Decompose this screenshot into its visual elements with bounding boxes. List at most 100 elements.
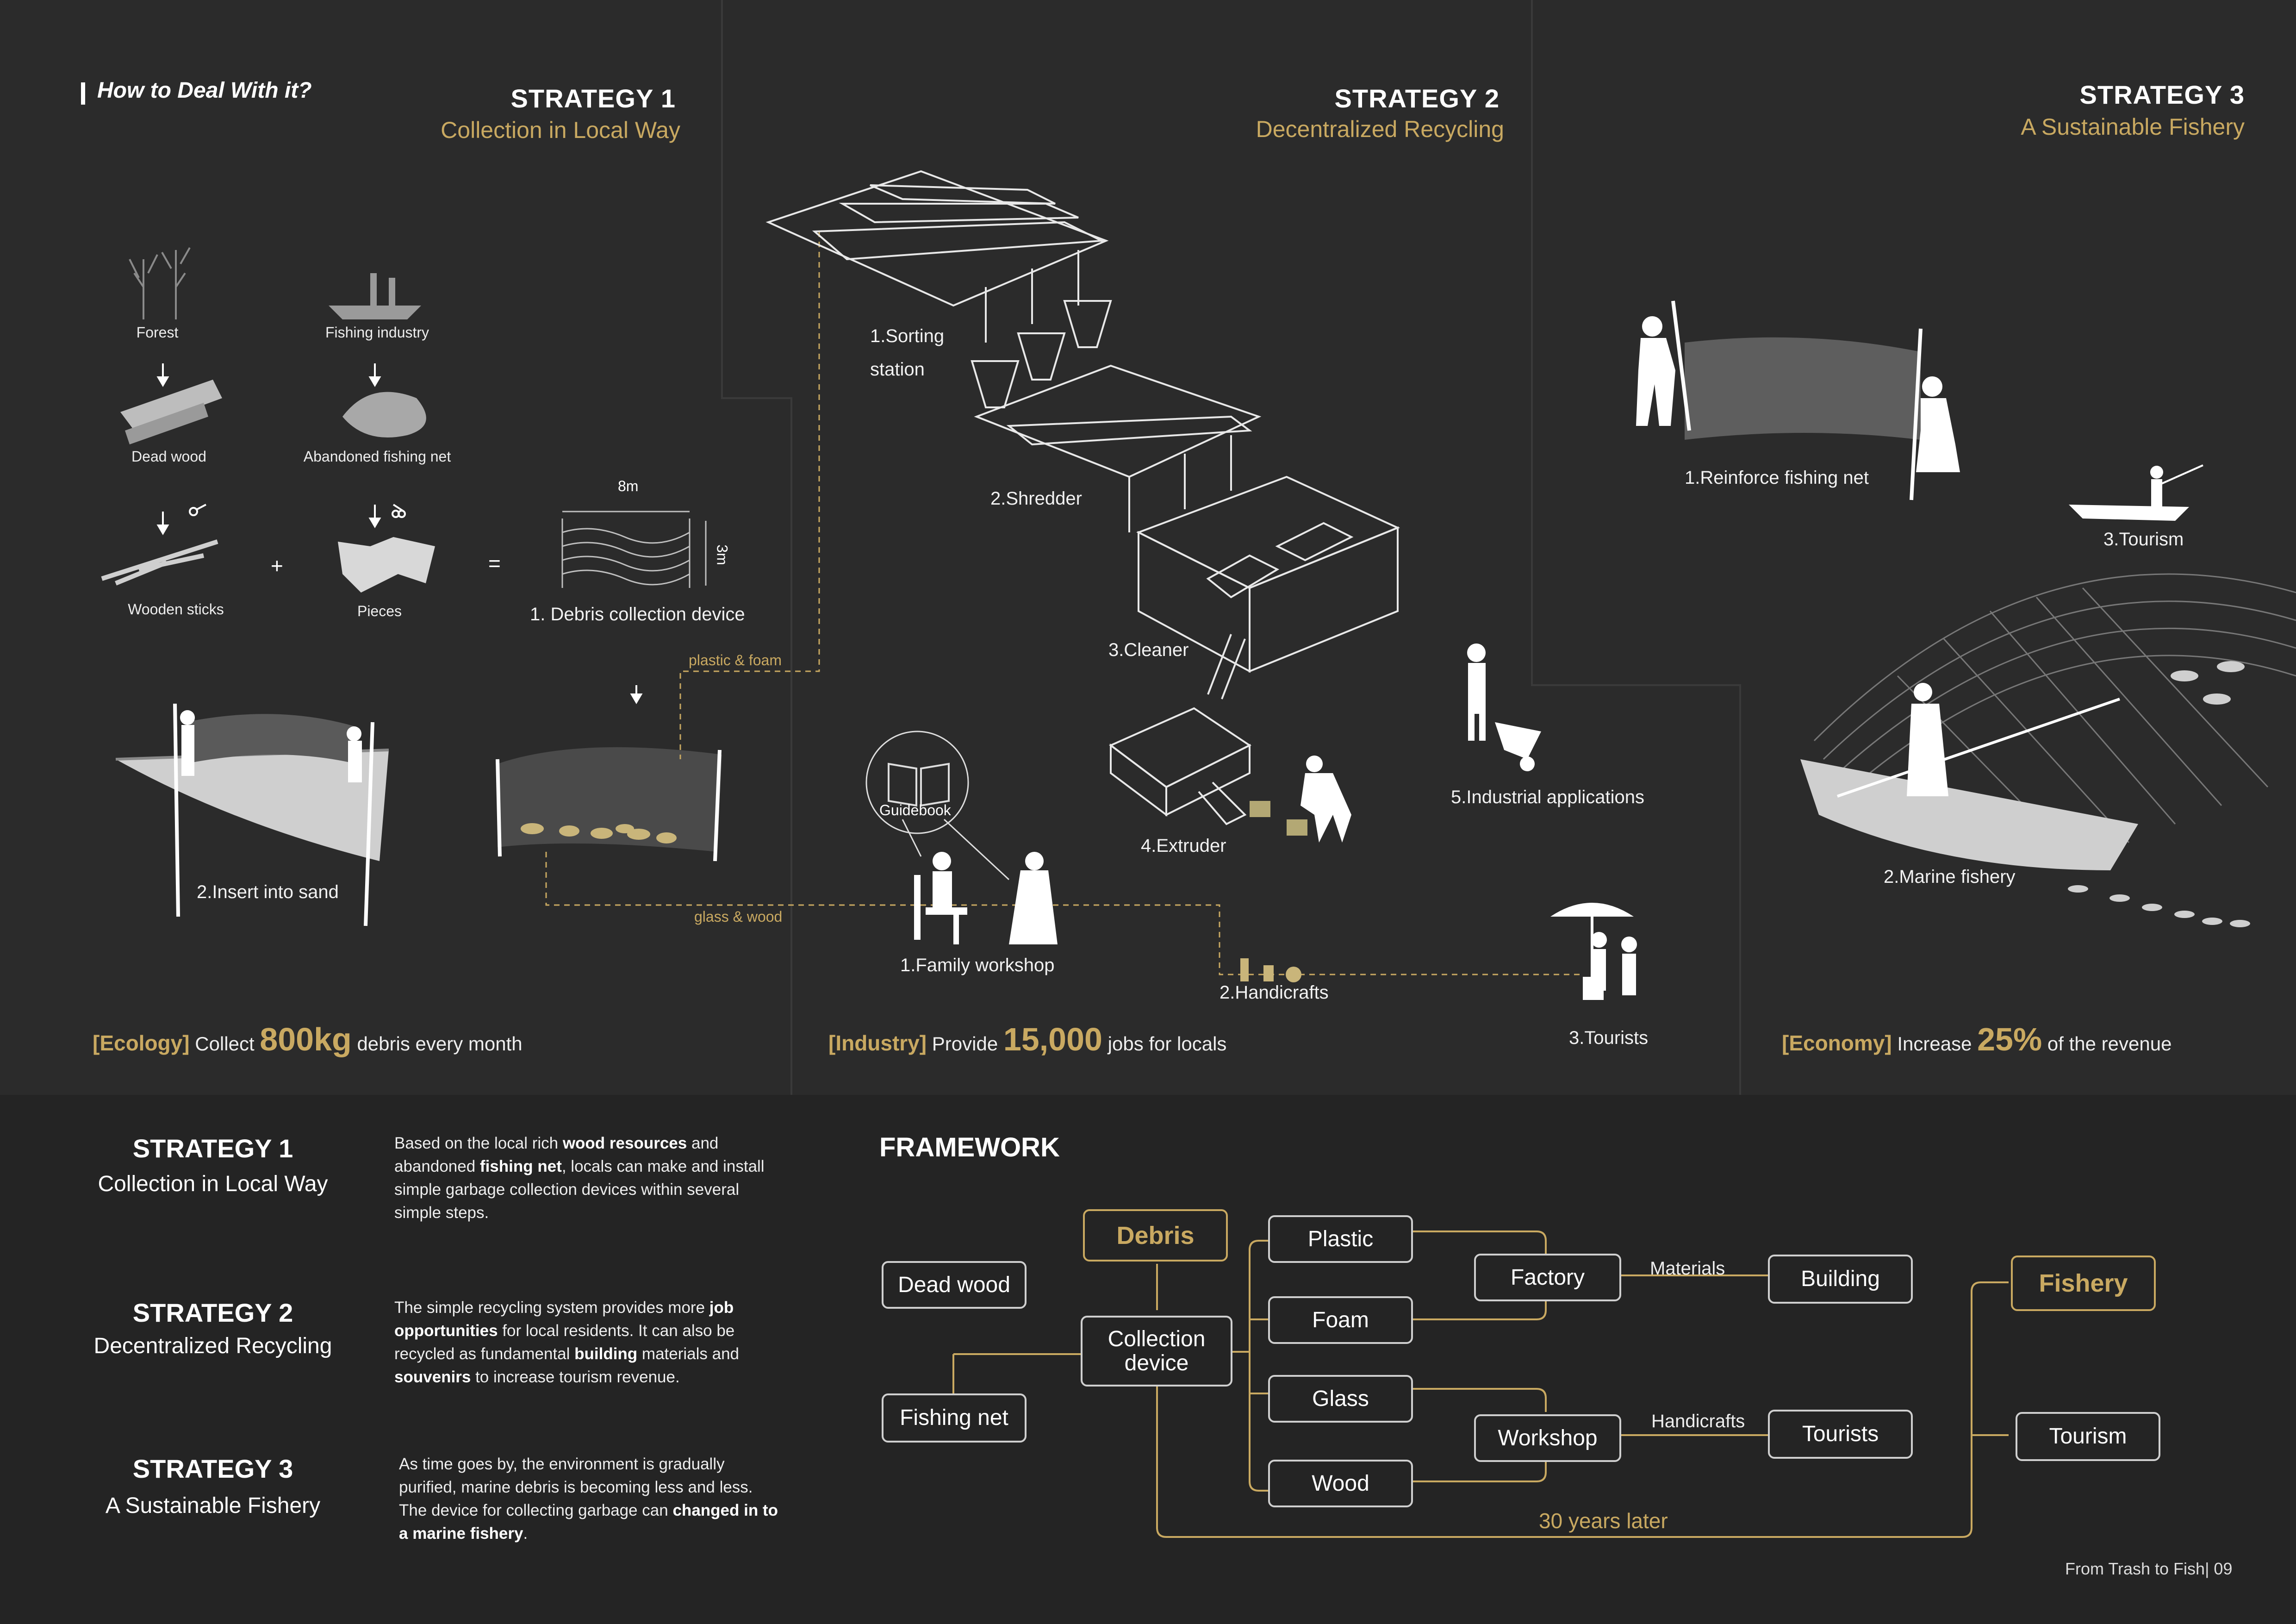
strategy1-subtitle: Collection in Local Way [441, 117, 680, 143]
equals-sign: = [488, 551, 501, 575]
desc-highlight: job opportunities [394, 1299, 734, 1340]
metric-post: debris every month [357, 1033, 523, 1055]
metric-pre: Collect [195, 1033, 255, 1055]
metric-value: 800kg [260, 1021, 352, 1057]
desc-text: materials and [637, 1345, 740, 1363]
desc-text: and abandoned [394, 1134, 719, 1175]
metric-tag: [Ecology] [93, 1031, 190, 1055]
bottom-strategy2-title: STRATEGY 2 [132, 1298, 293, 1327]
wheelbarrow-worker-icon [1467, 643, 1541, 771]
metric-pre: Provide [932, 1033, 998, 1055]
worker-icon [1300, 756, 1351, 843]
economy-metric: [Economy] Increase 25% of the revenue [1782, 1021, 2172, 1058]
bottom-strategy2-desc: The simple recycling system provides mor… [394, 1296, 774, 1389]
family-workshop-icon [914, 852, 1058, 944]
workshop-box: Workshop [1474, 1414, 1621, 1462]
wooden-sticks-label: Wooden sticks [128, 601, 224, 618]
bottom-strategy1-title: STRATEGY 1 [132, 1134, 293, 1163]
bottom-strategy3-desc: As time goes by, the environment is grad… [399, 1453, 778, 1545]
materials-label: Materials [1650, 1258, 1725, 1279]
desc-highlight: wood resources [562, 1134, 687, 1152]
extruder-icon [1109, 707, 1251, 825]
page-footer: From Trash to Fish| 09 [2065, 1559, 2233, 1578]
divider-line [1531, 0, 1741, 1095]
factory-box: Factory [1474, 1254, 1621, 1301]
net-pieces-icon [338, 537, 435, 593]
fishing-boat-icon [329, 273, 421, 319]
dead-wood-icon [120, 380, 222, 444]
collection-line1: Collection [1108, 1326, 1206, 1351]
glass-wood-label: glass & wood [694, 908, 783, 925]
guidebook-label: Guidebook [879, 802, 951, 818]
handicrafts-label: 2.Handicrafts [1220, 982, 1329, 1003]
forest-icon [129, 247, 191, 319]
bottom-strategy1-desc: Based on the local rich wood resources a… [394, 1132, 774, 1224]
sorting-station-label: 1.Sorting station [870, 319, 944, 386]
heading-bar [81, 82, 85, 105]
pieces-label: Pieces [357, 603, 402, 619]
tourism-label: 3.Tourism [2103, 529, 2184, 550]
reinforce-net-label: 1.Reinforce fishing net [1685, 468, 1869, 488]
inserted-device-icon [496, 747, 722, 862]
cleaner-icon [1136, 475, 1400, 700]
cleaner-label: 3.Cleaner [1108, 640, 1189, 660]
desc-highlight: changed in to a marine fishery [399, 1501, 778, 1543]
abandoned-net-label: Abandoned fishing net [303, 448, 451, 465]
dimension-width: 8m [618, 478, 639, 494]
industrial-applications-label: 5.Industrial applications [1451, 787, 1645, 807]
dead-wood-box: Dead wood [882, 1261, 1027, 1309]
sorting-line2: station [870, 359, 925, 380]
strategy2-subtitle: Decentralized Recycling [1256, 116, 1504, 142]
fishing-industry-label: Fishing industry [325, 324, 429, 341]
metric-post: jobs for locals [1108, 1033, 1227, 1055]
bottom-strategy1-subtitle: Collection in Local Way [98, 1172, 328, 1196]
desc-text: to increase tourism revenue. [471, 1368, 680, 1386]
desc-highlight: fishing net [479, 1157, 562, 1175]
wood-box: Wood [1268, 1460, 1413, 1507]
tourists-box: Tourists [1768, 1410, 1913, 1459]
metric-pre: Increase [1897, 1033, 1972, 1055]
sorting-station-icon [765, 170, 1109, 343]
plastic-foam-label: plastic & foam [689, 652, 782, 668]
desc-text: . [523, 1524, 528, 1543]
desc-text: The simple recycling system provides mor… [394, 1299, 709, 1317]
desc-text: , locals can make and install simple gar… [394, 1157, 765, 1222]
tourism-box: Tourism [2016, 1412, 2160, 1461]
extruder-label: 4.Extruder [1141, 836, 1226, 856]
divider-line [721, 0, 792, 1095]
insert-sand-label: 2.Insert into sand [197, 882, 339, 902]
dimension-height: 3m [714, 544, 731, 565]
strategy1-title: STRATEGY 1 [510, 84, 676, 113]
shredder-label: 2.Shredder [990, 488, 1082, 509]
tourists-label: 3.Tourists [1569, 1028, 1649, 1048]
debris-box: Debris [1083, 1209, 1228, 1262]
plastic-box: Plastic [1268, 1215, 1413, 1263]
strategy3-subtitle: A Sustainable Fishery [2021, 114, 2245, 140]
fishery-box: Fishery [2011, 1255, 2156, 1311]
desc-text: for local residents. It can also be recy… [394, 1322, 735, 1363]
debris-device-icon [561, 511, 707, 588]
handicrafts-icon [1240, 958, 1301, 982]
tourism-boat-icon [2069, 464, 2203, 521]
bottom-strategy3-subtitle: A Sustainable Fishery [105, 1493, 321, 1518]
marine-fishery-net-icon [1813, 573, 2296, 867]
fishery-boat-icon [1800, 683, 2138, 870]
desc-highlight: building [574, 1345, 638, 1363]
arrow-icon [156, 363, 643, 704]
metric-value: 15,000 [1003, 1021, 1102, 1057]
page-heading: How to Deal With it? [97, 78, 312, 103]
hopper-icon [971, 300, 1112, 408]
fishing-net-box: Fishing net [882, 1393, 1027, 1443]
family-workshop-label: 1.Family workshop [900, 955, 1055, 975]
bottom-strategy3-title: STRATEGY 3 [132, 1454, 293, 1483]
wooden-sticks-icon [101, 539, 218, 586]
metric-post: of the revenue [2047, 1033, 2172, 1055]
collection-line2: device [1124, 1350, 1189, 1375]
collection-device-box: Collection device [1081, 1316, 1232, 1387]
shredder-icon [974, 364, 1262, 532]
guidebook-icon [865, 731, 1010, 881]
boat-figures-icon [115, 703, 389, 926]
ecology-metric: [Ecology] Collect 800kg debris every mon… [93, 1021, 523, 1058]
handicrafts-label: Handicrafts [1651, 1411, 1745, 1431]
brick-icon [1250, 801, 1307, 836]
